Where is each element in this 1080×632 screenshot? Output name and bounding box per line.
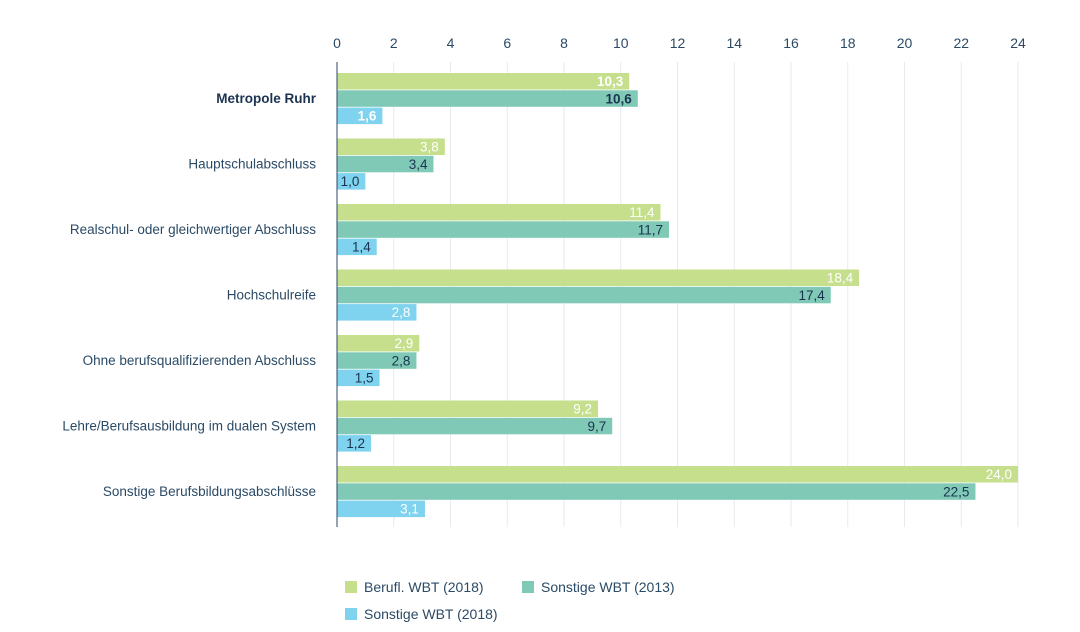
- bar-value-label: 17,4: [798, 288, 825, 303]
- bar-value-label: 18,4: [827, 271, 854, 286]
- x-tick-label: 16: [783, 35, 799, 51]
- x-tick-label: 4: [447, 35, 455, 51]
- bar: [337, 466, 1018, 483]
- bar-value-label: 9,2: [573, 402, 592, 417]
- bar: [337, 138, 445, 155]
- bar: [337, 417, 613, 435]
- bar-value-label: 2,9: [395, 336, 414, 351]
- bar: [337, 107, 383, 125]
- bar: [337, 73, 630, 90]
- category-label: Ohne berufsqualifizierenden Abschluss: [83, 353, 317, 368]
- bar-value-label: 1,2: [346, 436, 365, 451]
- bar-value-label: 10,6: [605, 91, 632, 106]
- x-tick-label: 24: [1010, 35, 1026, 51]
- x-tick-label: 0: [333, 35, 341, 51]
- bar: [337, 483, 976, 500]
- legend-swatch: [345, 581, 357, 593]
- bar: [337, 155, 434, 173]
- bar: [337, 369, 380, 387]
- category-label: Sonstige Berufsbildungsabschlüsse: [103, 484, 316, 499]
- bar-value-label: 2,8: [392, 305, 411, 320]
- legend-swatch: [345, 608, 357, 620]
- x-tick-label: 12: [670, 35, 686, 51]
- legend-swatch: [522, 581, 534, 593]
- bar: [337, 173, 366, 190]
- bar-value-label: 1,5: [355, 371, 374, 386]
- category-label: Realschul- oder gleichwertiger Abschluss: [70, 222, 316, 237]
- bar-value-label: 11,7: [638, 222, 663, 237]
- bar: [337, 400, 599, 417]
- bar: [337, 500, 425, 518]
- bar-series: 10,3 10,6 1,6 3,8 3,4 1,0 11,4 11,7 1,4 18,417,4 2…: [337, 73, 1018, 518]
- bar: [337, 90, 638, 107]
- bar-value-label: 2,8: [392, 353, 411, 368]
- bar: [337, 204, 661, 221]
- bar-value-label: 10,3: [597, 74, 624, 89]
- x-tick-label: 22: [953, 35, 969, 51]
- category-labels: Metropole Ruhr Hauptschulabschluss Realsch…: [62, 91, 316, 499]
- bar: [337, 304, 417, 321]
- bar: [337, 286, 831, 304]
- bar: [337, 238, 377, 256]
- bar: [337, 269, 860, 286]
- legend-label: Berufl. WBT (2018): [364, 579, 484, 595]
- category-label-highlight: Metropole Ruhr: [216, 91, 316, 106]
- x-tick-label: 6: [503, 35, 511, 51]
- bar: [337, 335, 420, 352]
- bar-value-label: 11,4: [629, 205, 655, 220]
- bar-value-label: 3,4: [409, 157, 428, 172]
- x-tick-label: 14: [726, 35, 742, 51]
- bar: [337, 352, 417, 369]
- bar: [337, 221, 669, 238]
- x-tick-label: 2: [390, 35, 398, 51]
- legend-label: Sonstige WBT (2013): [541, 579, 675, 595]
- x-tick-label: 18: [840, 35, 856, 51]
- x-tick-label: 10: [613, 35, 629, 51]
- bar-value-label: 1,0: [341, 174, 360, 189]
- bar-value-label: 24,0: [986, 467, 1012, 482]
- category-label: Hochschulreife: [227, 287, 316, 302]
- bar-value-label: 9,7: [587, 419, 606, 434]
- bar-value-label: 1,4: [352, 240, 371, 255]
- bar-value-label: 3,1: [400, 502, 419, 517]
- bar-value-label: 3,8: [420, 140, 439, 155]
- bar-value-label: 22,5: [943, 484, 969, 499]
- bar: [337, 435, 372, 452]
- x-axis-ticks: 0 2 4 6 8 10 12 14 16 18 20 22 24: [333, 35, 1026, 51]
- category-label: Lehre/Berufsausbildung im dualen System: [62, 418, 316, 433]
- legend-label: Sonstige WBT (2018): [364, 606, 498, 622]
- x-tick-label: 8: [560, 35, 568, 51]
- category-label: Hauptschulabschluss: [188, 156, 316, 171]
- bar-value-label: 1,6: [358, 109, 377, 124]
- x-tick-label: 20: [897, 35, 913, 51]
- legend: Berufl. WBT (2018) Sonstige WBT (2013) Son…: [345, 579, 675, 622]
